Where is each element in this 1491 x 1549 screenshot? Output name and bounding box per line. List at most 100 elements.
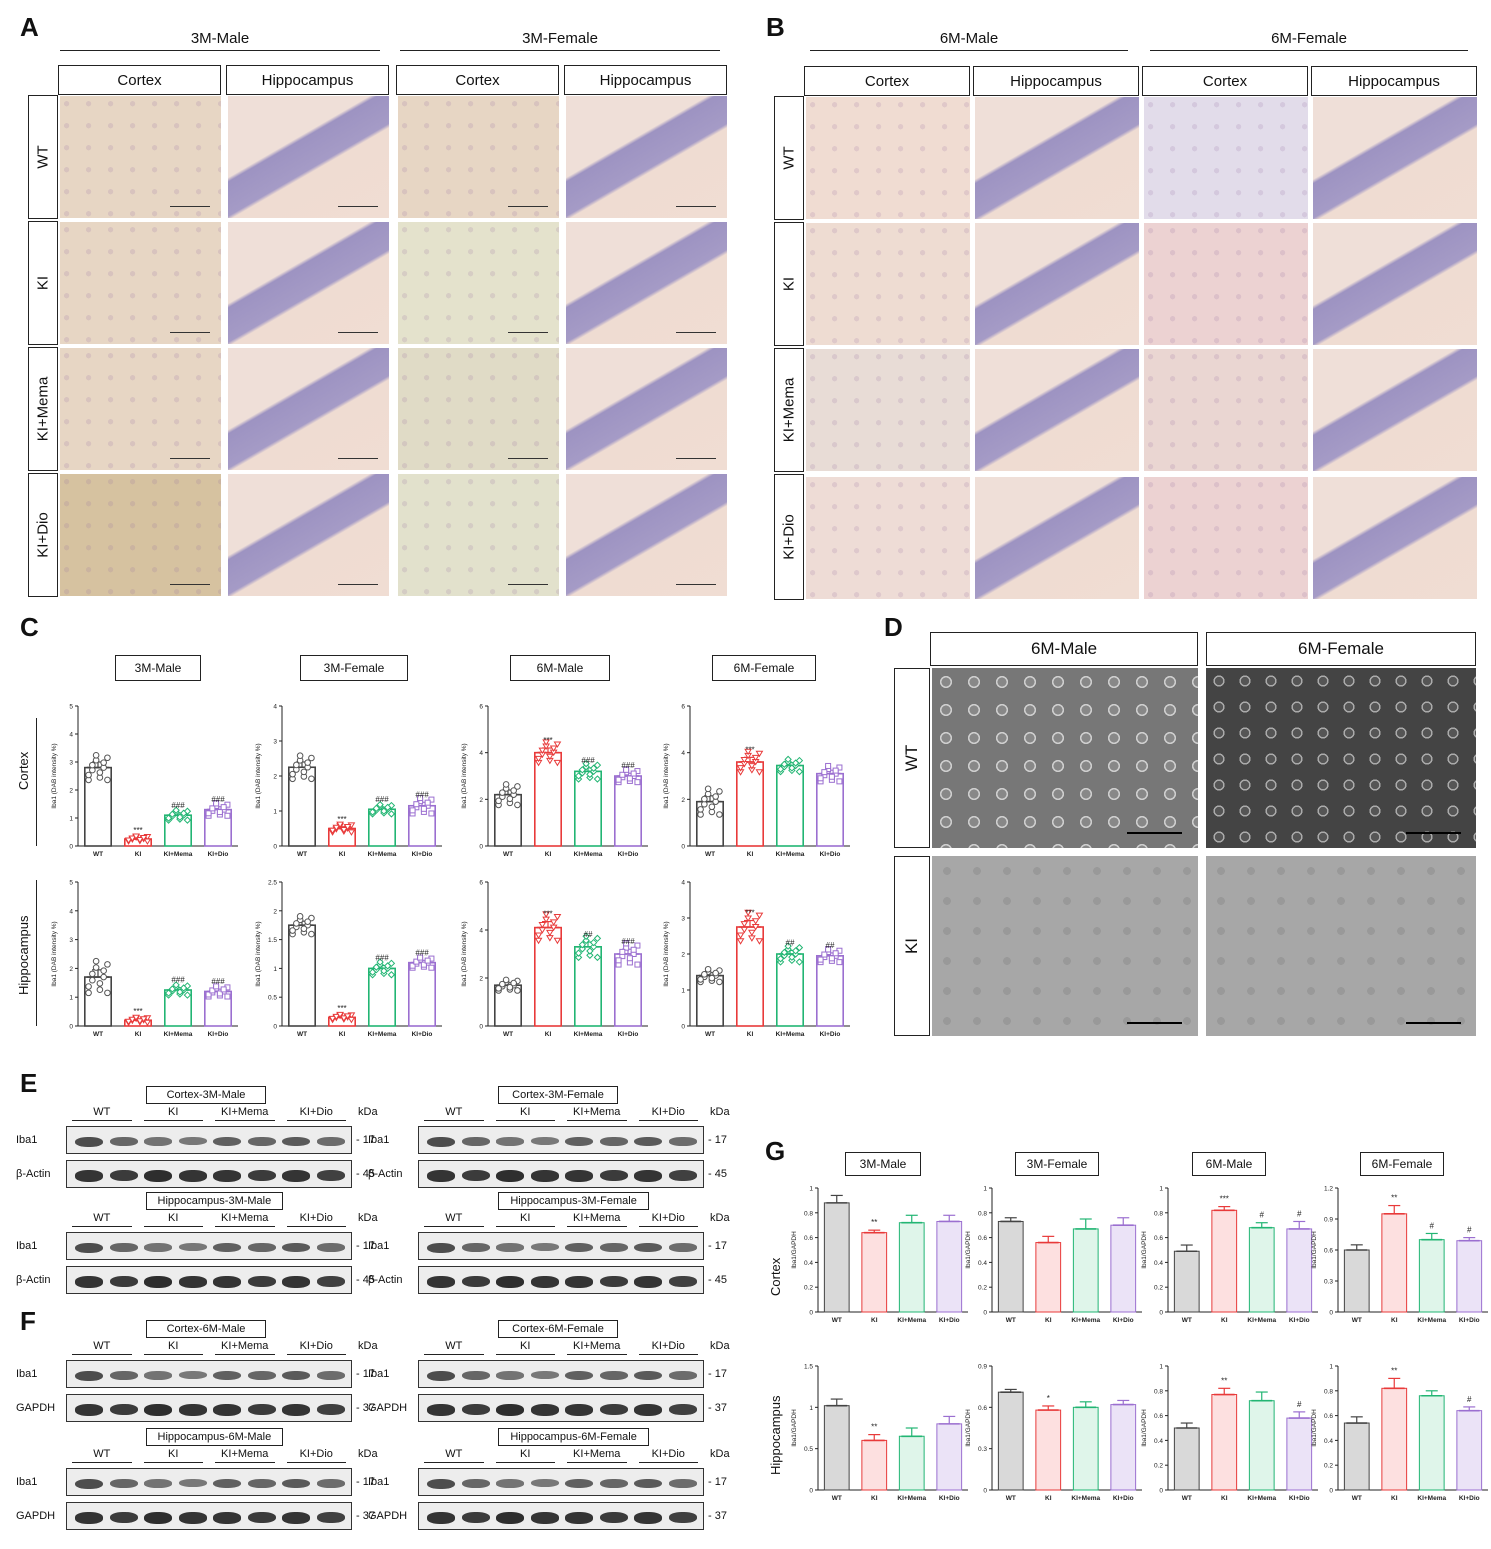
bar — [1035, 1242, 1062, 1313]
category-label: KI — [1045, 1317, 1052, 1324]
data-point — [619, 953, 626, 960]
micrograph — [806, 223, 970, 345]
blot-band — [247, 1371, 276, 1380]
lane-label: KI+Dio — [651, 1212, 685, 1224]
category-label: WT — [1352, 1317, 1362, 1324]
data-point — [209, 989, 216, 996]
significance-label: ** — [1391, 1366, 1397, 1375]
blot-strip — [418, 1266, 704, 1294]
kda-value: - 45 — [356, 1274, 375, 1286]
data-point — [380, 969, 388, 978]
data-point — [308, 930, 315, 938]
data-point — [289, 930, 296, 938]
y-tick-label: 0.2 — [804, 1285, 813, 1292]
data-point — [92, 756, 100, 764]
data-point — [428, 955, 435, 962]
data-point — [615, 957, 622, 964]
data-point — [630, 770, 637, 777]
micrograph — [60, 348, 221, 470]
micrograph — [1144, 97, 1308, 219]
blot-band — [530, 1137, 559, 1146]
data-point — [795, 756, 804, 765]
data-point — [626, 955, 633, 962]
data-point — [428, 810, 435, 817]
blot-band — [634, 1404, 662, 1416]
data-point — [578, 940, 587, 949]
y-tick-label: 3 — [681, 916, 685, 923]
lane-label: KI+Mema — [573, 1212, 621, 1224]
data-point — [100, 764, 107, 771]
category-label: KI — [1045, 1495, 1052, 1502]
blot-band — [668, 1170, 697, 1182]
group-line — [810, 50, 1128, 51]
blot-band — [461, 1479, 490, 1488]
data-point — [332, 826, 341, 833]
row-label: KI+Dio — [34, 512, 52, 558]
data-point — [634, 779, 641, 786]
micrograph — [228, 474, 389, 596]
blot-band — [668, 1512, 697, 1524]
blot-band — [530, 1170, 559, 1182]
data-point — [821, 954, 828, 961]
blot-band — [496, 1371, 524, 1380]
bar — [1072, 1228, 1099, 1313]
row-label-box: KI — [28, 221, 58, 345]
panel-letter-f: F — [20, 1306, 36, 1336]
data-point — [582, 936, 590, 945]
blot-band — [530, 1512, 559, 1524]
blot-band — [496, 1479, 524, 1488]
y-axis-label: Iba1 (DAB intensity %) — [663, 743, 670, 808]
data-point — [817, 778, 824, 785]
y-axis-label: Iba1/GAPDH — [791, 1231, 798, 1269]
data-point — [209, 805, 216, 812]
data-point — [534, 755, 543, 763]
data-point — [124, 1019, 133, 1027]
category-label: KI+Dio — [820, 851, 841, 858]
protein-label: β-Actin — [368, 1274, 403, 1286]
data-point — [368, 971, 377, 979]
blot-band — [144, 1170, 172, 1182]
group-line — [400, 50, 720, 51]
data-point — [704, 965, 712, 973]
micrograph — [1313, 223, 1477, 345]
chart-title: 3M-Female — [1015, 1152, 1099, 1176]
significance-label: ### — [621, 937, 635, 946]
lane-label: KI — [520, 1212, 531, 1224]
category-label: KI+Dio — [939, 1317, 960, 1324]
y-tick-label: 4 — [479, 750, 483, 757]
blot-title: Hippocampus-3M-Female — [498, 1192, 650, 1210]
blot-band — [634, 1242, 662, 1253]
data-point — [304, 921, 311, 929]
kda-unit: kDa — [710, 1448, 730, 1460]
kda-value: - 17 — [356, 1368, 375, 1380]
data-point — [697, 811, 704, 818]
y-tick-label: 0.8 — [804, 1210, 813, 1217]
data-point — [85, 776, 92, 784]
data-point — [332, 824, 341, 832]
micrograph — [60, 474, 221, 596]
protein-label: Iba1 — [368, 1476, 390, 1488]
data-point — [589, 767, 598, 776]
y-tick-label: 0.6 — [978, 1405, 987, 1412]
data-point — [96, 986, 104, 994]
lane-label: KI+Dio — [299, 1212, 333, 1224]
y-tick-label: 3 — [69, 760, 73, 767]
blot-strip — [418, 1468, 704, 1496]
blot-strip — [418, 1502, 704, 1530]
data-point — [832, 952, 839, 959]
chart-title: 3M-Female — [300, 655, 408, 681]
blot-band — [247, 1276, 276, 1288]
lane-line — [567, 1120, 627, 1121]
data-point — [220, 804, 227, 811]
column-header: Cortex — [396, 65, 559, 95]
y-tick-label: 1 — [1329, 1364, 1333, 1371]
data-point — [164, 814, 173, 822]
data-point — [832, 770, 839, 777]
data-point — [736, 938, 745, 945]
data-point — [124, 1018, 133, 1026]
blot-band — [461, 1512, 490, 1524]
data-point — [502, 781, 510, 788]
bar — [695, 974, 724, 1027]
category-label: KI — [747, 1031, 754, 1038]
data-point — [216, 811, 223, 818]
